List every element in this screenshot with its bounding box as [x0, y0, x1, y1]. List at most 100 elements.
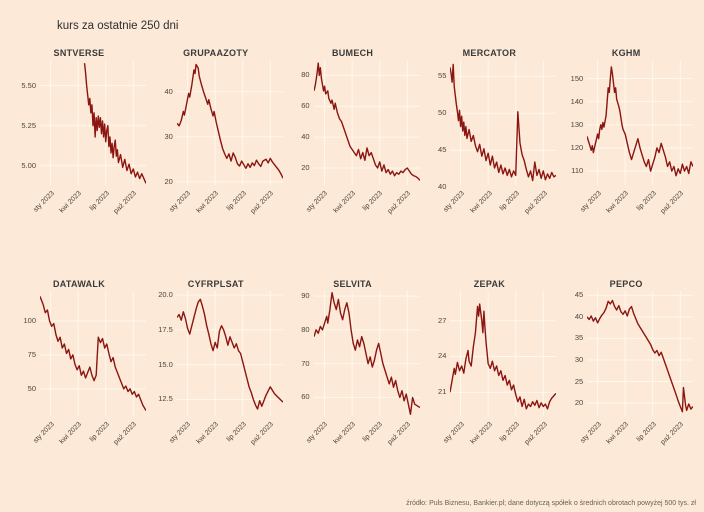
y-tick-label: 50	[438, 108, 447, 118]
y-tick-label: 15.0	[158, 359, 173, 369]
source-note: źródło: Puls Biznesu, Bankier.pl; dane d…	[406, 500, 696, 507]
chart-panel: SELVITA 90 80 70 60 sty 2023 kwi 2023 lip 202…	[286, 277, 420, 458]
chart-panel: CYFRPLSAT 20.0 17.5 15.0 12.5 sty 2023 kwi 2…	[149, 277, 283, 458]
x-tick-label: paź 2023	[112, 421, 139, 447]
chart-canvas	[177, 60, 283, 185]
chart-title: SNTVERSE	[53, 48, 105, 58]
x-tick-label: kwi 2023	[58, 190, 84, 215]
y-tick-label: 40	[574, 311, 584, 321]
x-axis: sty 2023 kwi 2023 lip 2023 paź 2023	[169, 416, 283, 458]
y-tick-label: 27	[438, 315, 447, 325]
y-tick-label: 110	[571, 166, 584, 176]
chart-title: CYFRPLSAT	[187, 279, 244, 289]
chart-panel: KGHM 150 140 130 120 110 sty 2023 kwi 2023 lip…	[559, 46, 693, 227]
x-tick-label: paź 2023	[523, 421, 549, 447]
y-tick-label: 40	[301, 132, 310, 142]
line-chart	[450, 291, 556, 416]
x-tick-label: paź 2023	[660, 421, 686, 447]
y-tick-label: 55	[438, 71, 447, 81]
x-tick-label: sty 2023	[305, 190, 330, 214]
chart-title: KGHM	[611, 48, 641, 58]
y-axis: 150 140 130 120 110	[559, 60, 587, 185]
y-tick-label: 120	[570, 142, 584, 152]
x-axis: sty 2023 kwi 2023 lip 2023 paź 2023	[32, 416, 146, 458]
price-line	[587, 67, 693, 176]
y-tick-label: 20	[301, 163, 310, 173]
y-tick-label: 60	[301, 101, 310, 111]
x-tick-label: lip 2023	[361, 190, 385, 213]
chart-canvas	[587, 60, 693, 185]
x-tick-label: sty 2023	[31, 421, 56, 445]
x-tick-label: sty 2023	[442, 421, 466, 445]
price-line	[40, 296, 146, 410]
x-tick-label: kwi 2023	[195, 190, 220, 215]
x-tick-label: sty 2023	[305, 421, 330, 445]
line-chart	[314, 291, 420, 416]
chart-canvas	[40, 60, 146, 185]
x-tick-label: lip 2023	[635, 421, 658, 444]
x-tick-label: kwi 2023	[605, 421, 631, 446]
line-chart	[587, 60, 693, 185]
line-chart	[314, 60, 420, 185]
y-tick-label: 140	[570, 96, 584, 106]
y-axis: 80 60 40 20	[286, 60, 314, 185]
x-axis: sty 2023 kwi 2023 lip 2023 paź 2023	[579, 416, 693, 458]
x-tick-label: kwi 2023	[195, 421, 220, 446]
x-tick-label: kwi 2023	[332, 190, 357, 215]
y-tick-label: 40	[164, 86, 173, 96]
x-axis: sty 2023 kwi 2023 lip 2023 paź 2023	[442, 416, 556, 458]
y-tick-label: 50	[27, 383, 36, 393]
y-axis: 45 40 35 30 25 20	[559, 291, 587, 416]
x-axis: sty 2023 kwi 2023 lip 2023 paź 2023	[579, 185, 693, 227]
y-axis: 100 75 50	[12, 291, 40, 416]
y-tick-label: 80	[301, 70, 310, 80]
x-tick-label: sty 2023	[579, 421, 603, 445]
charts-grid: SNTVERSE 5.50 5.25 5.00 sty 2023 kwi 2023 li…	[0, 46, 704, 458]
y-tick-label: 75	[27, 349, 36, 359]
x-tick-label: kwi 2023	[469, 190, 494, 215]
line-chart	[177, 291, 283, 416]
price-line	[177, 299, 283, 409]
chart-canvas	[450, 60, 556, 185]
chart-panel: BUMECH 80 60 40 20 sty 2023 kwi 2023 lip 2023…	[286, 46, 420, 227]
y-tick-label: 60	[301, 392, 310, 402]
y-tick-label: 80	[301, 324, 310, 334]
chart-title: DATAWALK	[52, 279, 106, 289]
x-axis: sty 2023 kwi 2023 lip 2023 paź 2023	[169, 185, 283, 227]
x-tick-label: lip 2023	[635, 190, 658, 213]
y-tick-label: 150	[570, 73, 584, 83]
x-tick-label: lip 2023	[498, 190, 522, 213]
price-line	[177, 65, 283, 179]
chart-canvas	[40, 291, 146, 416]
chart-title: SELVITA	[333, 279, 372, 289]
y-tick-label: 21	[438, 387, 447, 397]
price-line	[450, 304, 556, 409]
y-tick-label: 130	[570, 119, 584, 129]
line-chart	[177, 60, 283, 185]
y-tick-label: 25	[574, 376, 584, 386]
x-tick-label: sty 2023	[579, 190, 603, 214]
x-tick-label: lip 2023	[361, 421, 385, 444]
line-chart	[450, 60, 556, 185]
x-tick-label: lip 2023	[88, 190, 111, 213]
y-axis: 40 30 20	[149, 60, 177, 185]
x-tick-label: lip 2023	[88, 421, 111, 444]
chart-canvas	[177, 291, 283, 416]
price-line	[314, 293, 420, 415]
chart-panel: PEPCO 45 40 35 30 25 20 sty 2023 kwi 2023 lip 2…	[559, 277, 693, 458]
x-tick-label: sty 2023	[442, 190, 466, 214]
chart-title: BUMECH	[331, 48, 374, 58]
y-axis: 90 80 70 60	[286, 291, 314, 416]
x-tick-label: paź 2023	[386, 190, 412, 216]
y-tick-label: 5.00	[21, 160, 36, 170]
chart-title: PEPCO	[609, 279, 643, 289]
chart-canvas	[587, 291, 693, 416]
price-line	[314, 63, 420, 180]
y-tick-label: 45	[438, 145, 447, 155]
y-tick-label: 12.5	[158, 394, 173, 404]
x-tick-label: lip 2023	[225, 421, 248, 444]
y-axis: 27 24 21	[422, 291, 450, 416]
y-tick-label: 20	[164, 176, 173, 186]
x-tick-label: paź 2023	[523, 190, 549, 216]
chart-canvas	[450, 291, 556, 416]
